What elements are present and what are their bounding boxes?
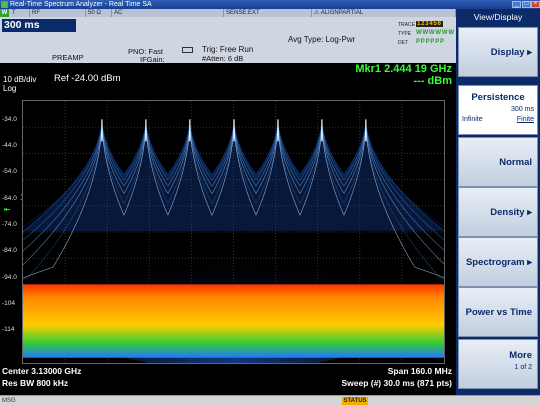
spectrum-plot[interactable] [22,100,445,364]
spectrogram-softkey[interactable]: Spectrogram ▸ [458,237,538,287]
y-tick: -84.0 [2,247,17,254]
annunciator-sense: SENSE:EXT [224,9,312,17]
normal-softkey[interactable]: Normal [458,137,538,187]
more-label: More [509,350,532,361]
type-row-label: TYPE [398,31,412,37]
spectrum-svg [23,101,444,363]
annunciator-t: T [10,9,30,17]
normal-label: Normal [499,157,532,168]
res-bw-label[interactable]: Res BW 800 kHz [2,378,69,388]
marker-value: --- dBm [413,75,453,87]
trace-numbers: 123456 [416,21,443,27]
persistence-infinite[interactable]: Infinite [462,116,483,123]
det-row-label: DET [398,40,408,46]
y-tick: -94.0 [2,274,17,281]
window-title: Real-Time Spectrum Analyzer - Real Time … [10,1,152,8]
annunciator-impedance: 50 Ω [86,9,112,17]
minimize-icon[interactable]: _ [512,1,521,8]
y-tick: -44.0 [2,142,17,149]
status-button[interactable]: STATUS [342,397,368,405]
display-softkey-label: Display ▸ [490,47,532,58]
mode-indicator: W [0,9,9,17]
annunciator-bar: W T RF 50 Ω AC SENSE:EXT ⚠ ALIGNPARTIAL [0,9,456,17]
persistence-value: 300 ms [511,106,534,113]
y-tick: -64.0 [2,195,17,202]
y-tick: -114 [2,326,15,333]
measurement-header: 10 dB/div Ref -24.00 dBm Log Mkr1 2.444 … [0,63,456,99]
instrument-screen: W T RF 50 Ω AC SENSE:EXT ⚠ ALIGNPARTIAL … [0,9,456,395]
more-softkey[interactable]: More 1 of 2 [458,339,538,389]
status-bar: MSG STATUS [0,395,540,405]
avg-type-label: Avg Type: Log-Pwr [288,35,356,44]
peak-marks [101,119,367,142]
sweep-label[interactable]: Sweep (#) 30.0 ms (871 pts) [341,378,452,388]
preamp-label: PREAMP [52,53,84,62]
power-vs-time-label: Power vs Time [465,307,532,318]
trace-row-label: TRACE [398,22,415,28]
spectrogram-label: Spectrogram ▸ [465,257,532,268]
trace-status-box[interactable]: TRACE 123456 TYPE WWWWWW DET PPPPPP [398,19,454,49]
trace-detectors: PPPPPP [416,39,445,45]
span-label[interactable]: Span 160.0 MHz [387,366,452,376]
density-softkey[interactable]: Density ▸ [458,187,538,237]
trigger-label: Trig: Free Run [202,45,254,54]
maximize-icon[interactable]: □ [522,1,531,8]
sweep-time-entry[interactable]: 300 ms [2,19,76,32]
persistence-label: Persistence [471,92,525,103]
display-softkey[interactable]: Display ▸ [458,27,538,77]
ifgain-label: IFGain: [140,55,165,64]
settings-panel: 300 ms PREAMP PNO: Fast IFGain: Trig: Fr… [0,17,456,64]
ref-arrow-icon: ⇤ [4,205,11,214]
persistence-softkey[interactable]: Persistence 300 ms Infinite Finite [458,85,538,135]
power-vs-time-softkey[interactable]: Power vs Time [458,287,538,337]
gate-icon [182,47,193,53]
y-tick: -34.0 [2,116,17,123]
log-label: Log [3,84,17,93]
pno-label: PNO: Fast [128,47,164,56]
annunciator-rf: RF [30,9,86,17]
ref-level-label[interactable]: Ref -24.00 dBm [54,73,121,84]
msg-label: MSG [2,398,16,404]
app-icon [1,1,8,8]
y-tick: -54.0 [2,168,17,175]
annunciator-align: ⚠ ALIGNPARTIAL [312,9,456,17]
y-tick: -104 [2,300,16,307]
marker-readout: Mkr1 2.444 19 GHz [355,63,452,75]
more-page: 1 of 2 [514,364,532,371]
noise-floor-band [23,284,444,358]
close-icon[interactable]: × [531,1,540,8]
footer-readouts: Center 3.13000 GHz Res BW 800 kHz Span 1… [0,364,456,395]
menu-title: View/Display [456,9,540,26]
softkey-panel: View/Display Display ▸ Persistence 300 m… [456,9,540,395]
density-label: Density ▸ [490,207,532,218]
y-tick: -74.0 [2,221,17,228]
annunciator-ac: AC [112,9,224,17]
scale-label: 10 dB/div [3,75,37,84]
atten-label: #Atten: 6 dB [202,54,244,63]
window-titlebar: Real-Time Spectrum Analyzer - Real Time … [0,0,540,9]
persistence-finite[interactable]: Finite [516,116,534,123]
trace-types: WWWWWW [416,30,455,36]
center-freq-label[interactable]: Center 3.13000 GHz [2,366,82,376]
